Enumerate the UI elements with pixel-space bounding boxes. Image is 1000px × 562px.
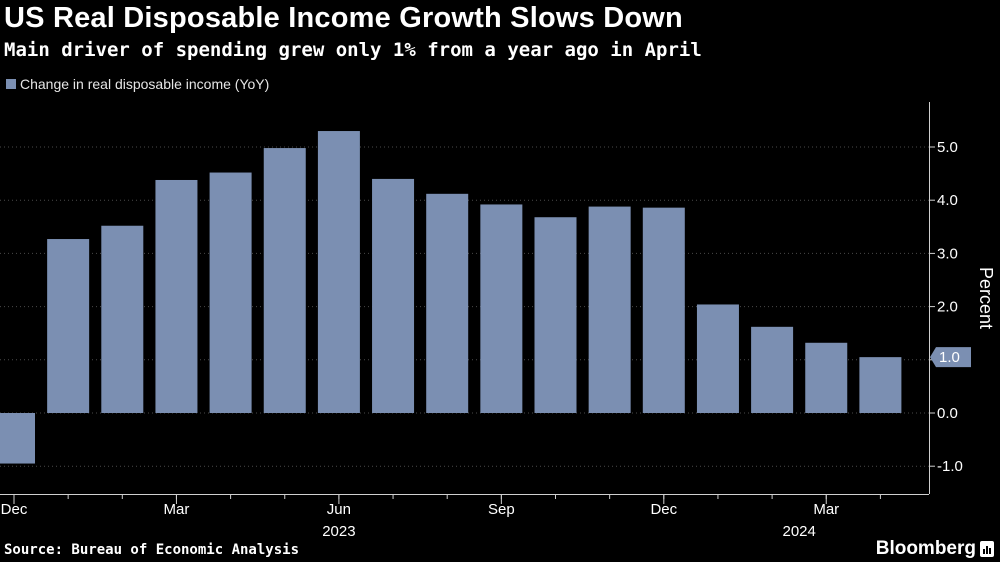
bar <box>47 239 90 413</box>
x-tick-label: Mar <box>164 501 190 518</box>
x-year-label: 2023 <box>322 523 355 540</box>
last-value-label: 1.0 <box>939 349 960 366</box>
legend-swatch <box>6 79 16 89</box>
bar <box>155 179 198 413</box>
bar <box>751 326 794 413</box>
bloomberg-chart-icon <box>980 541 994 557</box>
chart-subtitle: Main driver of spending grew only 1% fro… <box>4 39 702 61</box>
bar <box>0 413 35 464</box>
y-tick-label: 0.0 <box>937 405 958 422</box>
bar <box>859 357 902 413</box>
bar <box>588 206 631 413</box>
bar <box>642 207 685 413</box>
bar <box>317 131 360 414</box>
source-note: Source: Bureau of Economic Analysis <box>4 542 300 558</box>
bar <box>101 225 144 413</box>
legend-label: Change in real disposable income (YoY) <box>20 76 270 92</box>
y-tick-label: 2.0 <box>937 299 958 316</box>
bar <box>696 304 739 413</box>
bar <box>426 193 469 413</box>
last-value-badge <box>930 347 971 368</box>
bar <box>805 342 848 413</box>
bloomberg-logo: Bloomberg <box>876 538 994 560</box>
chart-legend: Change in real disposable income (YoY) <box>6 76 269 92</box>
x-tick-label: Mar <box>813 501 839 518</box>
y-axis-title: Percent <box>976 267 996 329</box>
y-tick-label: 4.0 <box>937 192 958 209</box>
bar <box>534 217 577 413</box>
x-tick-label: Jun <box>327 501 351 518</box>
x-tick-label: Dec <box>650 501 677 518</box>
y-tick-label: 3.0 <box>937 245 958 262</box>
bar <box>263 148 306 413</box>
x-tick-label: Sep <box>488 501 515 518</box>
x-year-label: 2024 <box>782 523 815 540</box>
chart-title: US Real Disposable Income Growth Slows D… <box>4 2 683 34</box>
bar <box>480 204 523 413</box>
bar <box>372 178 415 413</box>
y-tick-label: -1.0 <box>937 458 963 475</box>
x-tick-label: Dec <box>1 501 28 518</box>
brand-name: Bloomberg <box>875 538 976 559</box>
y-tick-label: 5.0 <box>937 139 958 156</box>
bar <box>209 172 252 413</box>
